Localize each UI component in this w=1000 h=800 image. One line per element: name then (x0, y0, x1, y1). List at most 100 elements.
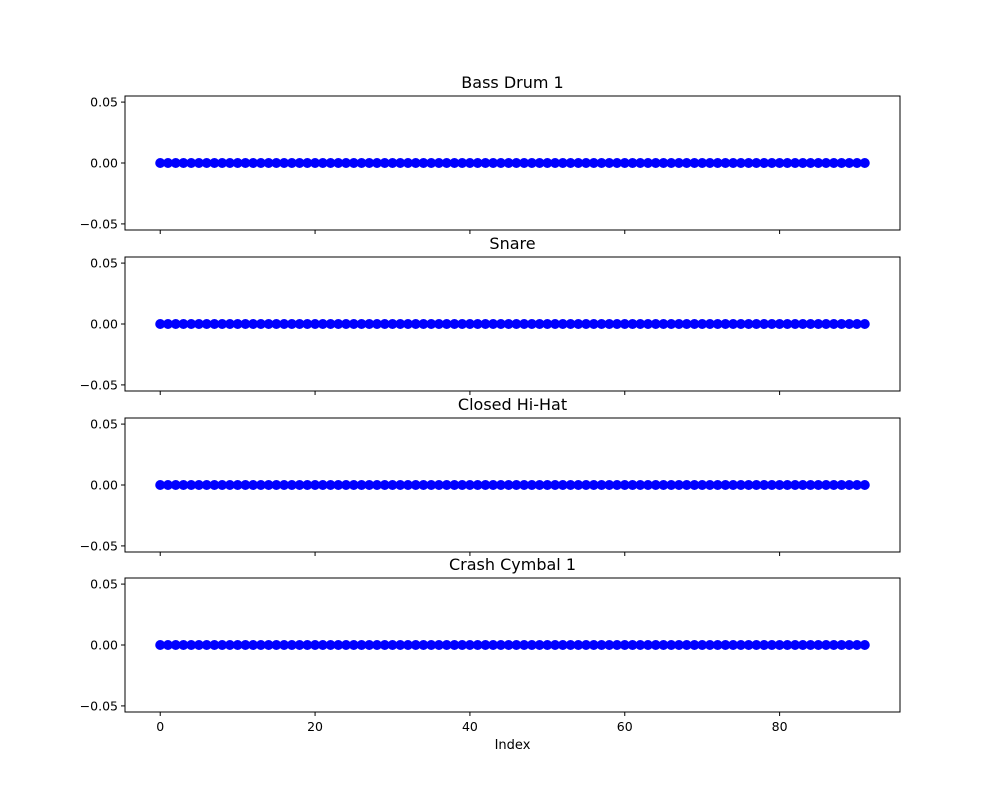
data-point (666, 480, 677, 490)
data-point (581, 319, 592, 329)
data-point (302, 640, 313, 650)
data-point (310, 480, 321, 490)
data-point (294, 319, 305, 329)
subplot-3: Closed Hi-Hat 0.05 0.00 −0.05 (80, 395, 901, 556)
x-tick-label: 20 (307, 719, 323, 734)
data-point (797, 158, 808, 168)
data-point (457, 319, 468, 329)
data-point (232, 480, 243, 490)
data-point (751, 640, 762, 650)
data-point (186, 480, 197, 490)
data-point (457, 480, 468, 490)
subplot-2: Snare 0.05 0.00 −0.05 (80, 234, 901, 395)
data-point (650, 640, 661, 650)
data-point (325, 158, 336, 168)
data-point (790, 480, 801, 490)
data-point (418, 640, 429, 650)
data-point (658, 319, 669, 329)
data-point (294, 158, 305, 168)
data-point (565, 319, 576, 329)
data-point (170, 319, 181, 329)
data-point (712, 158, 723, 168)
data-point (271, 158, 282, 168)
data-point (821, 158, 832, 168)
data-point (681, 319, 692, 329)
data-point (224, 158, 235, 168)
data-point (286, 158, 297, 168)
data-point (410, 319, 421, 329)
data-point (178, 319, 189, 329)
data-point (782, 480, 793, 490)
data-point (503, 319, 514, 329)
data-point (279, 640, 290, 650)
data-point (642, 480, 653, 490)
y-tick-label: 0.05 (90, 95, 118, 110)
data-point (759, 319, 770, 329)
data-point (170, 480, 181, 490)
data-point (364, 480, 375, 490)
data-point (395, 480, 406, 490)
data-point (178, 480, 189, 490)
data-point (588, 640, 599, 650)
y-tick-label: 0.05 (90, 577, 118, 592)
data-point (186, 319, 197, 329)
data-point (557, 640, 568, 650)
data-point (658, 640, 669, 650)
data-point (155, 480, 166, 490)
data-point (387, 158, 398, 168)
data-point (728, 158, 739, 168)
data-point (193, 640, 204, 650)
data-point (844, 640, 855, 650)
data-point (302, 158, 313, 168)
data-point (162, 640, 173, 650)
data-point (503, 158, 514, 168)
data-point (720, 480, 731, 490)
data-point (735, 480, 746, 490)
y-tick-label: 0.00 (90, 638, 118, 653)
data-point (681, 640, 692, 650)
data-point (248, 640, 259, 650)
data-point (302, 480, 313, 490)
data-point (635, 640, 646, 650)
data-point (681, 480, 692, 490)
data-point (604, 480, 615, 490)
data-point (155, 319, 166, 329)
data-point (441, 640, 452, 650)
data-point (697, 640, 708, 650)
data-point (519, 158, 530, 168)
data-point (720, 319, 731, 329)
data-point (186, 158, 197, 168)
data-point (573, 640, 584, 650)
data-point (844, 158, 855, 168)
data-point (844, 480, 855, 490)
data-point (828, 319, 839, 329)
data-point (821, 319, 832, 329)
data-point (604, 319, 615, 329)
data-point (372, 480, 383, 490)
data-point (813, 640, 824, 650)
data-point (511, 480, 522, 490)
data-point (240, 319, 251, 329)
data-point (805, 640, 816, 650)
data-point (317, 158, 328, 168)
data-point (464, 480, 475, 490)
data-point (310, 319, 321, 329)
data-point (635, 319, 646, 329)
data-point (519, 319, 530, 329)
data-point (255, 480, 266, 490)
data-point (464, 158, 475, 168)
data-point (658, 158, 669, 168)
data-point (240, 480, 251, 490)
data-point (813, 158, 824, 168)
data-point (464, 640, 475, 650)
data-point (379, 480, 390, 490)
data-point (341, 480, 352, 490)
data-point (402, 319, 413, 329)
data-point (364, 319, 375, 329)
data-point (433, 480, 444, 490)
subplot-title: Closed Hi-Hat (458, 395, 567, 414)
data-point (619, 319, 630, 329)
data-point (464, 319, 475, 329)
data-point (457, 640, 468, 650)
